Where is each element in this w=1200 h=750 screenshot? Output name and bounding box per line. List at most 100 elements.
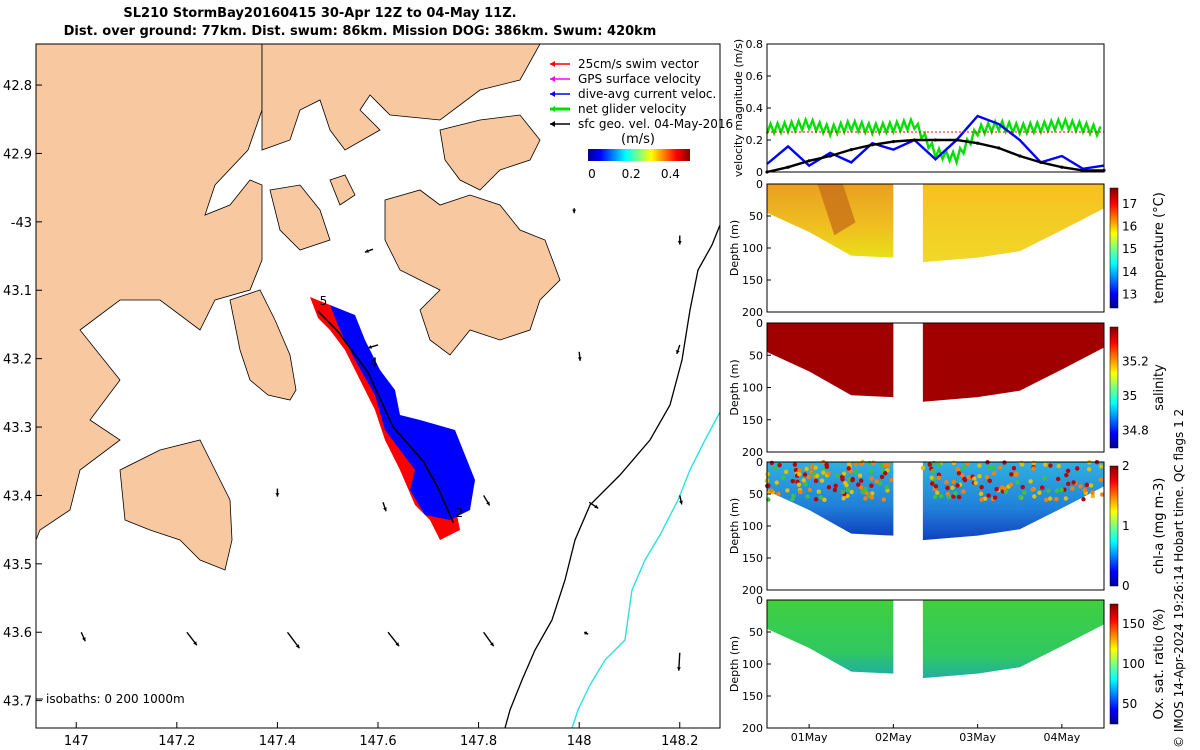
velocity-y-tick-label: 0.2: [746, 134, 764, 147]
legend-entry-label: net glider velocity: [578, 102, 686, 116]
chl-sample-point: [1018, 494, 1023, 500]
map-y-tick-label: 43.3: [3, 421, 32, 436]
geo-vector-head: [676, 350, 680, 354]
oxygen-y-tick-label: 150: [742, 690, 763, 703]
chl-sample-point: [1048, 463, 1053, 468]
chl-sample-point: [1066, 481, 1071, 487]
speed-colorbar-gradient: [588, 149, 690, 161]
chl-sample-point: [860, 489, 866, 495]
time-axis: 01May 02May 03May 04May: [791, 724, 1081, 744]
temperature-colorbar-tick-label: 14: [1122, 265, 1137, 279]
figure-subtitle: Dist. over ground: 77km. Dist. swum: 86k…: [63, 24, 657, 39]
chl-sample-point: [944, 480, 949, 485]
chl-sample-point: [936, 472, 942, 477]
chl-sample-point: [991, 471, 997, 476]
track-point-label: 4: [370, 355, 378, 369]
chl-sample-point: [797, 472, 802, 477]
chl-sample-point: [868, 469, 874, 474]
chl-sample-point: [1065, 468, 1071, 473]
chl-sample-point: [769, 460, 774, 466]
chl-sample-point: [972, 476, 977, 481]
chl-sample-point: [951, 479, 956, 484]
chl-sample-point: [986, 493, 991, 498]
speed-colorbar-ticks: (m/s) 0 0.2 0.4: [588, 132, 680, 181]
oxygen-colorbar-tick-label: 100: [1122, 657, 1145, 671]
chl-sample-point: [927, 462, 932, 467]
chl-sample-point: [1044, 497, 1049, 503]
chl-sample-point: [863, 486, 868, 492]
chl-sample-point: [804, 466, 809, 472]
chl-sample-point: [961, 489, 966, 494]
speed-colorbar-tick-label: 0.2: [622, 167, 641, 181]
geo-vector-head: [577, 357, 582, 361]
chl-sample-point: [783, 469, 789, 475]
chl-sample-point: [1002, 460, 1007, 465]
chl-sample-point: [821, 470, 826, 475]
chl-sample-point: [826, 485, 832, 490]
chl-sample-point: [885, 462, 891, 468]
time-tick-label: 04May: [1044, 731, 1081, 744]
chl-sample-point: [955, 466, 961, 472]
chl-sample-point: [1086, 467, 1092, 472]
chl-sample-point: [859, 461, 864, 466]
legend-swatch-head: [550, 121, 555, 127]
chl-sample-point: [1098, 477, 1104, 482]
salinity-y-tick-label: 200: [742, 446, 763, 459]
chl-sample-point: [792, 462, 798, 467]
chl-sample-point: [869, 476, 874, 481]
chl-sample-point: [803, 482, 808, 487]
velocity-series-point: [891, 140, 895, 144]
figure-title: SL210 StormBay20160415 30-Apr 12Z to 04-…: [123, 6, 517, 21]
temperature-y-tick-label: 150: [742, 274, 763, 287]
track-point-label: 2: [455, 506, 463, 520]
chl-sample-point: [979, 484, 984, 490]
velocity-series-point: [849, 148, 853, 152]
chl-sample-point: [1037, 490, 1042, 495]
velocity-series-point: [997, 146, 1001, 150]
chl-sample-point: [869, 483, 874, 488]
chl-sample-point: [765, 471, 770, 477]
oxygen-section-right: [922, 600, 1104, 679]
track-point-label: 5: [320, 294, 328, 308]
chl-sample-point: [997, 464, 1003, 470]
chl-sample-point: [930, 481, 935, 486]
velocity-series-line: [765, 116, 1102, 167]
isobath-1000: [571, 411, 721, 729]
chl-sample-point: [889, 477, 894, 483]
salinity-colorbar-tick-label: 34.8: [1122, 424, 1149, 438]
geo-vector-head: [677, 667, 681, 671]
chl-sample-point: [791, 493, 796, 498]
chl-sample-point: [1022, 490, 1027, 495]
salinity-y-tick-label: 0: [756, 317, 763, 330]
chl-sample-point: [864, 490, 869, 496]
land-isle: [329, 174, 356, 206]
chl-sample-point: [850, 476, 855, 482]
chl-sample-point: [814, 473, 820, 479]
velocity-series-point: [1018, 154, 1022, 158]
land-masses: [36, 44, 561, 571]
map-x-tick-label: 147.4: [259, 734, 296, 749]
geo-vector-head: [486, 501, 490, 506]
chl-sample-point: [793, 467, 799, 473]
salinity-colorbar-tick-label: 35.2: [1122, 355, 1149, 369]
chl-sample-point: [979, 497, 984, 502]
chl-sample-point: [844, 482, 849, 488]
chl-sample-point: [1063, 496, 1069, 501]
temperature-colorbar: [1109, 187, 1119, 309]
chl-sample-point: [953, 491, 958, 496]
map-x-tick-label: 147.8: [460, 734, 497, 749]
chl-sample-point: [1028, 479, 1033, 484]
geo-vector-head: [368, 345, 372, 349]
velocity-ylabel: velocity magnitude (m/s): [732, 39, 745, 177]
chl-sample-point: [857, 473, 863, 478]
chl-sample-point: [1078, 484, 1083, 489]
velocity-plot-bg: [767, 44, 1104, 172]
chl-sample-point: [986, 465, 992, 471]
velocity-series-point: [1060, 165, 1064, 169]
chl-sample-point: [812, 471, 817, 476]
map-x-ticks: 147 147.2 147.4 147.6 147.8 148 148.2: [64, 722, 698, 749]
chl-sample-point: [933, 484, 939, 489]
chl-sample-point: [1031, 460, 1036, 466]
temperature-warm-plume: [817, 184, 856, 236]
